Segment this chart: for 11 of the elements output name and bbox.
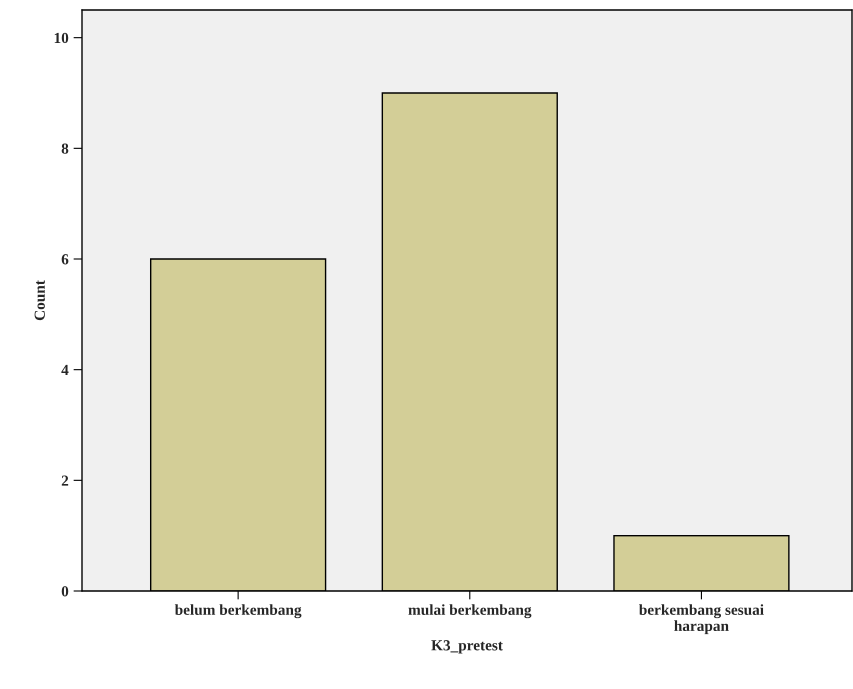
y-tick-label: 6: [62, 254, 68, 264]
y-tick-label: 4: [61, 364, 69, 375]
y-tick-label: 10: [54, 32, 68, 44]
y-tick-label: 0: [62, 586, 68, 596]
x-axis-title: K3_pretest: [431, 640, 503, 654]
y-axis-title: Count: [34, 280, 45, 320]
y-tick-label: 2: [62, 476, 68, 486]
x-tick-label: mulai berkembang: [408, 604, 532, 618]
x-tick-label: berkembang sesuai harapan: [639, 604, 764, 634]
y-tick-label: 8: [62, 143, 68, 154]
x-tick-label: belum berkembang: [174, 604, 302, 618]
